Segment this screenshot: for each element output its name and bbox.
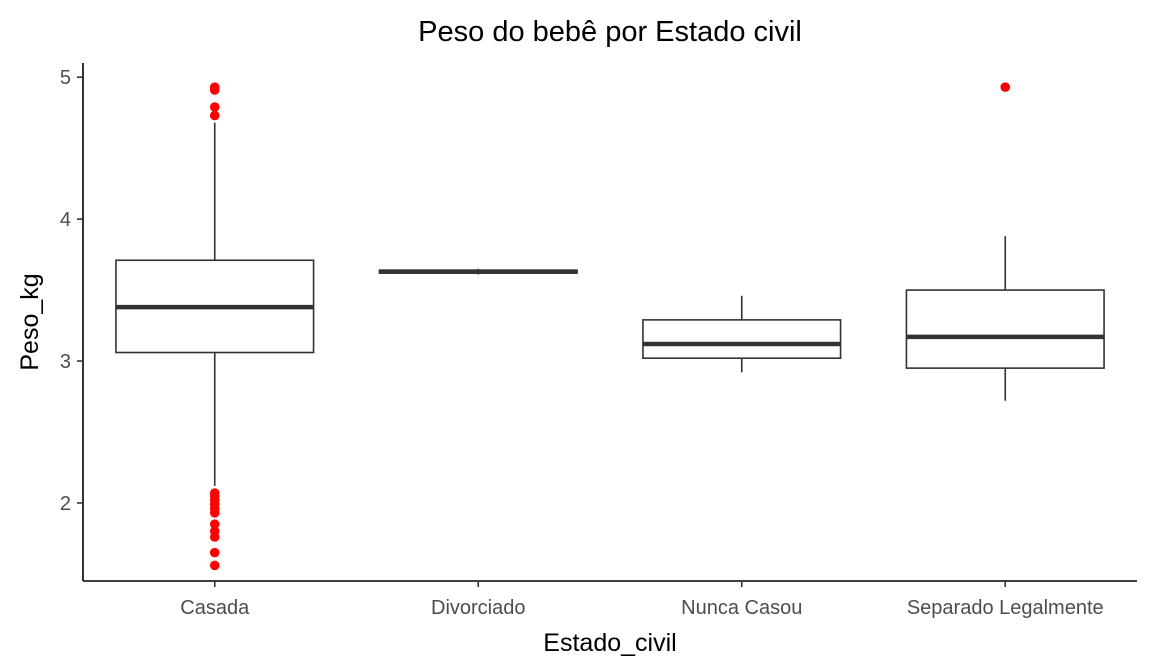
outlier-point (209, 508, 220, 518)
y-axis-title: Peso_kg (16, 273, 44, 370)
x-tick-label: Casada (180, 597, 250, 619)
outlier-point (209, 102, 220, 112)
outlier-point (209, 560, 220, 571)
outlier-point (209, 532, 220, 542)
y-tick-label: 5 (60, 67, 71, 89)
box-iqr (642, 319, 842, 359)
box-group (642, 295, 842, 373)
outlier-point (209, 547, 220, 558)
x-axis-ticks: Casada Divorciado Nunca Casou Separado Lega… (180, 581, 1104, 619)
outlier-point (209, 85, 220, 95)
outlier-point (1000, 82, 1011, 92)
y-axis-ticks: 2 3 4 5 (60, 67, 83, 515)
outlier-point (209, 519, 220, 530)
plot-area (115, 82, 1105, 571)
y-tick-label: 3 (60, 351, 71, 373)
x-tick-label: Divorciado (431, 597, 525, 619)
box-group (905, 82, 1105, 401)
outlier-point (209, 110, 220, 121)
x-tick-label: Separado Legalmente (907, 597, 1104, 619)
x-axis-title: Estado_civil (543, 629, 676, 657)
x-tick-label: Nunca Casou (681, 597, 802, 619)
box-iqr (905, 289, 1105, 369)
chart-title: Peso do bebê por Estado civil (418, 16, 802, 48)
box-group (115, 82, 315, 571)
y-tick-label: 4 (60, 209, 71, 231)
y-tick-label: 2 (60, 493, 71, 515)
box-group (378, 268, 578, 275)
